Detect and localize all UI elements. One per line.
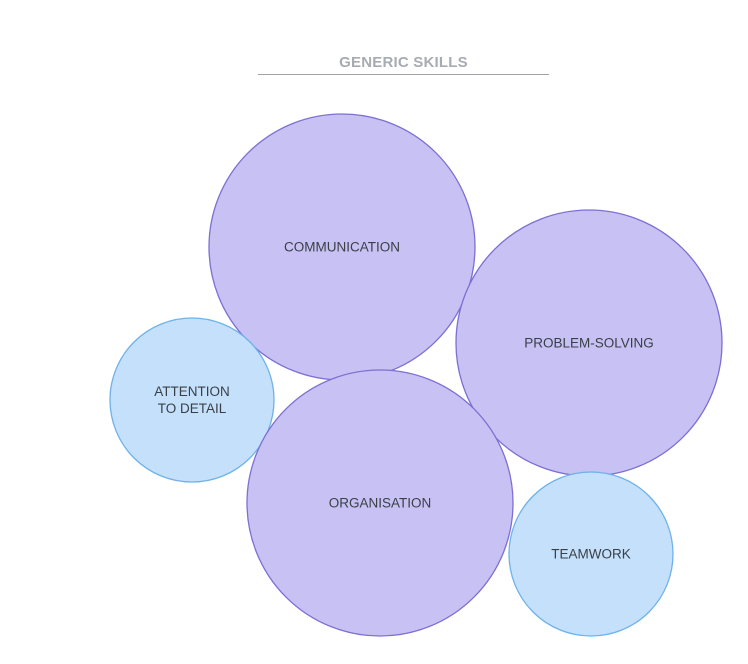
bubble-label-organisation: ORGANISATION [329,496,432,511]
bubble-label-teamwork: TEAMWORK [551,547,631,562]
title-underline [258,74,549,75]
bubble-label-communication: COMMUNICATION [284,240,400,255]
bubble-circle-teamwork [508,471,674,637]
bubble-problem-solving: PROBLEM-SOLVING [455,209,723,477]
diagram-title: GENERIC SKILLS [339,54,468,71]
bubble-communication: COMMUNICATION [208,113,476,381]
bubble-label-attention-to-detail-line-2: TO DETAIL [158,401,227,416]
bubble-organisation: ORGANISATION [246,369,514,637]
bubble-circle-organisation [246,369,514,637]
bubble-label-problem-solving: PROBLEM-SOLVING [524,336,654,351]
bubble-attention-to-detail: ATTENTION TO DETAIL [109,317,275,483]
bubble-teamwork: TEAMWORK [508,471,674,637]
bubble-circle-attention-to-detail [109,317,275,483]
bubble-label-attention-to-detail-line-1: ATTENTION [154,384,230,399]
